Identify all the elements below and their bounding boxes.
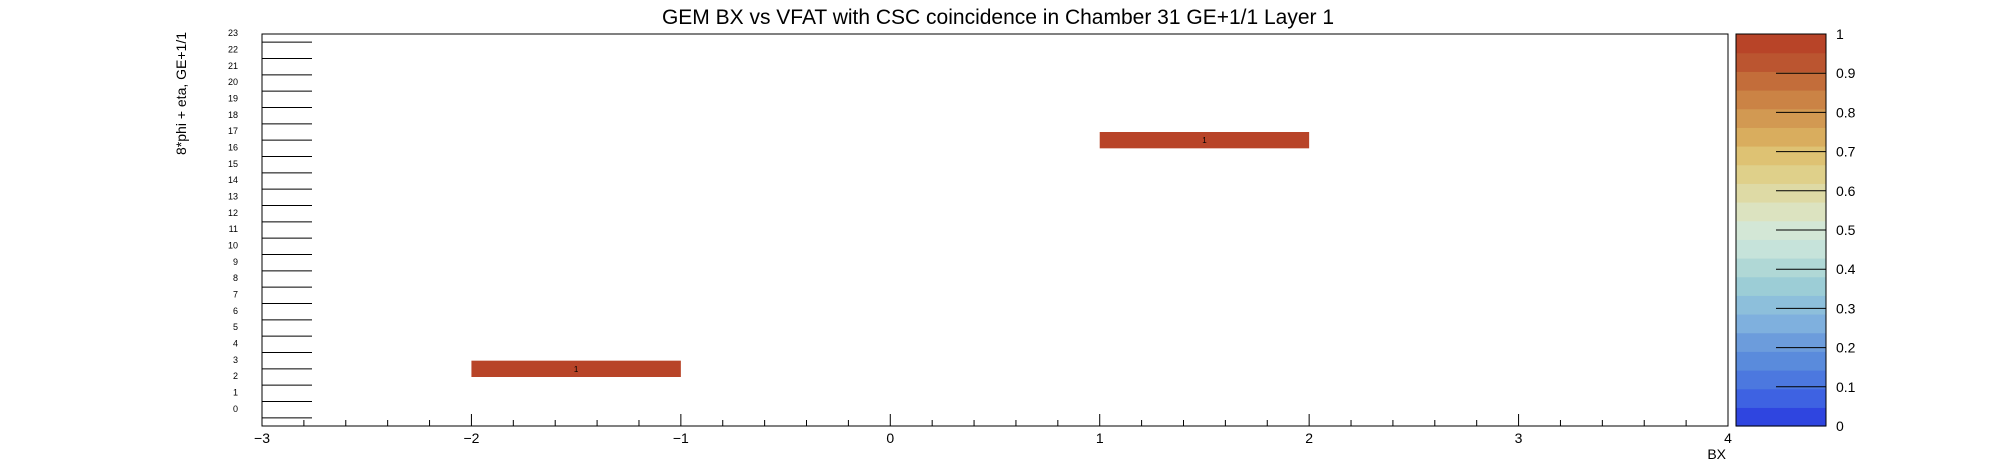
x-tick-label: −3 <box>254 430 270 446</box>
y-tick-label: 14 <box>228 175 238 185</box>
colorbar-swatch <box>1736 146 1826 166</box>
colorbar-swatch <box>1736 370 1826 390</box>
x-axis-label: BX <box>1707 446 1726 462</box>
y-tick-label: 21 <box>228 61 238 71</box>
y-tick-label: 0 <box>233 404 238 414</box>
y-tick-label: 10 <box>228 241 238 251</box>
colorbar-swatch <box>1736 90 1826 110</box>
chart-title: GEM BX vs VFAT with CSC coincidence in C… <box>662 6 1334 29</box>
colorbar-tick-label: 0.4 <box>1836 261 1856 277</box>
y-tick-label: 16 <box>228 143 238 153</box>
x-tick-label: 3 <box>1515 430 1523 446</box>
colorbar-swatch <box>1736 332 1826 352</box>
colorbar-tick-label: 0.5 <box>1836 222 1856 238</box>
colorbar-tick-label: 0.1 <box>1836 379 1856 395</box>
y-tick-label: 9 <box>233 257 238 267</box>
colorbar-swatch <box>1736 295 1826 315</box>
y-tick-label: 18 <box>228 110 238 120</box>
colorbar-swatch <box>1736 71 1826 91</box>
colorbar-swatch <box>1736 127 1826 147</box>
colorbar-tick-label: 0 <box>1836 418 1844 434</box>
colorbar-swatch <box>1736 108 1826 128</box>
colorbar-swatch <box>1736 239 1826 259</box>
colorbar-tick-label: 0.3 <box>1836 300 1856 316</box>
cell-value-label: 1 <box>1202 136 1207 145</box>
colorbar-tick-label: 0.8 <box>1836 104 1856 120</box>
colorbar-swatch <box>1736 258 1826 278</box>
colorbar-tick-label: 1 <box>1836 26 1844 42</box>
x-tick-label: 0 <box>886 430 894 446</box>
x-tick-label: 2 <box>1305 430 1313 446</box>
y-tick-label: 2 <box>233 371 238 381</box>
color-scale-bar: 0 0.1 0.2 0.3 0.4 0.5 0.6 0.7 0.8 0.9 1 <box>1735 26 1856 434</box>
colorbar-swatch <box>1736 276 1826 296</box>
y-tick-label: 3 <box>233 355 238 365</box>
y-tick-label: 6 <box>233 306 238 316</box>
y-tick-label: 7 <box>233 290 238 300</box>
colorbar-swatch <box>1736 183 1826 203</box>
y-tick-label: 8 <box>233 273 238 283</box>
y-tick-label: 1 <box>233 388 238 398</box>
x-tick-label: −1 <box>673 430 689 446</box>
plot-frame <box>261 33 1729 427</box>
y-tick-label: 19 <box>228 94 238 104</box>
y-tick-label: 15 <box>228 159 238 169</box>
x-tick-label: 1 <box>1096 430 1104 446</box>
heatmap-cell <box>1099 132 1310 149</box>
y-tick-label: 20 <box>228 77 238 87</box>
colorbar-swatch <box>1736 202 1826 222</box>
colorbar-swatch <box>1736 351 1826 371</box>
colorbar-swatch <box>1736 407 1826 427</box>
y-tick-label: 13 <box>228 192 238 202</box>
colorbar-swatch <box>1736 52 1826 72</box>
colorbar-tick-label: 0.9 <box>1836 65 1856 81</box>
y-tick-label: 12 <box>228 208 238 218</box>
y-tick-label: 11 <box>229 224 238 234</box>
heatmap-cells: 11 <box>471 132 1310 377</box>
y-axis-label: 8*phi + eta, GE+1/1 <box>173 32 189 155</box>
colorbar-tick-label: 0.7 <box>1836 144 1856 160</box>
colorbar-tick-label: 0.6 <box>1836 183 1856 199</box>
y-tick-label: 17 <box>228 126 238 136</box>
x-tick-label: −2 <box>463 430 479 446</box>
colorbar-swatch <box>1736 164 1826 184</box>
x-tick-label: 4 <box>1724 430 1732 446</box>
y-tick-label: 5 <box>233 322 238 332</box>
colorbar-swatch <box>1736 34 1826 54</box>
heatmap-cell <box>471 360 681 377</box>
colorbar-swatch <box>1736 314 1826 334</box>
x-axis-ticks: −3 −2 −1 0 1 2 3 4 <box>254 414 1732 446</box>
colorbar-swatch <box>1736 388 1826 408</box>
y-tick-label: 22 <box>228 45 238 55</box>
y-tick-label: 23 <box>228 28 238 38</box>
cell-value-label: 1 <box>574 365 579 374</box>
y-tick-label: 4 <box>233 339 238 349</box>
colorbar-tick-label: 0.2 <box>1836 340 1856 356</box>
